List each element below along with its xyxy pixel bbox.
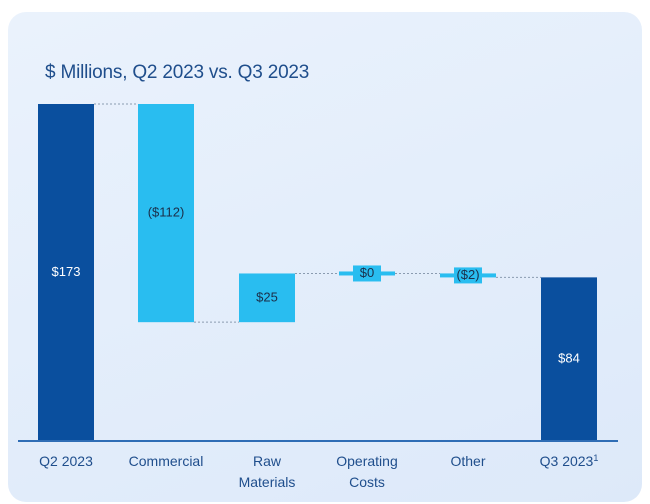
data-label: $25 <box>256 289 278 304</box>
x-tick-label: Other <box>450 453 485 469</box>
x-tick-label: Commercial <box>129 453 204 469</box>
chart-card: $ Millions, Q2 2023 vs. Q3 2023 <box>8 12 642 502</box>
data-label-box <box>353 265 381 282</box>
bar-delta <box>239 273 295 323</box>
x-tick-label: Q2 2023 <box>39 453 93 469</box>
chart-title: $ Millions, Q2 2023 vs. Q3 2023 <box>45 62 310 83</box>
x-tick-label: Q3 20231 <box>540 453 599 469</box>
data-label: $84 <box>558 351 580 366</box>
bar-delta <box>138 104 194 323</box>
x-tick-label: Operating Costs <box>336 453 397 490</box>
x-tick-label: Raw Materials <box>239 453 296 490</box>
bar-total <box>541 277 597 441</box>
data-label-box <box>454 267 482 284</box>
data-label: $0 <box>360 265 374 280</box>
data-label: $173 <box>52 264 81 279</box>
data-label: ($2) <box>456 267 479 282</box>
bar-total <box>38 104 94 441</box>
data-label: ($112) <box>148 205 185 220</box>
